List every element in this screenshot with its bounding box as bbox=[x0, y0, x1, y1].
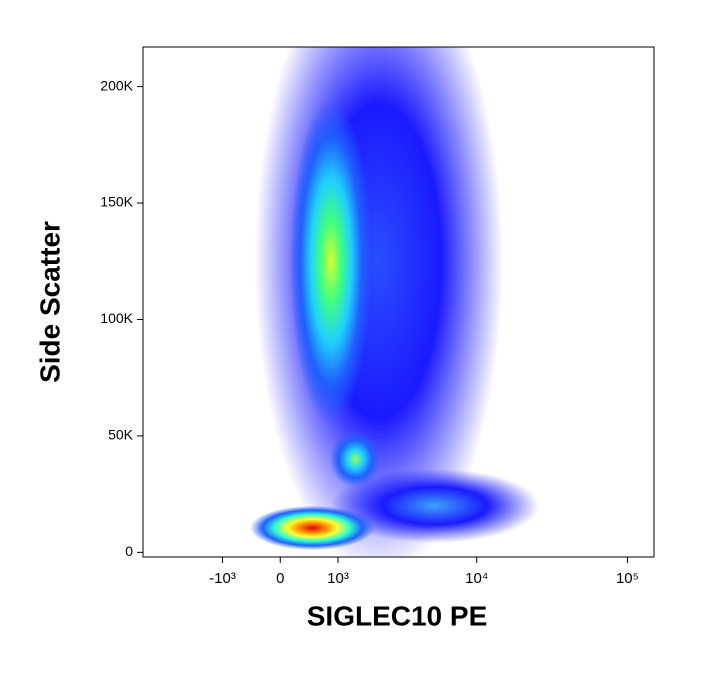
x-tick-label: 0 bbox=[276, 570, 284, 587]
y-tick-label: 0 bbox=[125, 543, 133, 559]
y-axis-label: Side Scatter bbox=[34, 221, 65, 383]
density-population bbox=[330, 468, 540, 544]
x-tick-label: 10³ bbox=[327, 570, 349, 587]
y-tick-label: 100K bbox=[100, 310, 133, 326]
x-tick-label: 10⁴ bbox=[465, 570, 488, 587]
density-population bbox=[290, 98, 372, 425]
plot-area bbox=[250, 47, 540, 557]
density-population bbox=[330, 431, 381, 488]
x-tick-label: -10³ bbox=[209, 570, 236, 587]
y-tick-label: 200K bbox=[100, 77, 133, 93]
plot-frame bbox=[142, 46, 655, 558]
x-tick-label: 10⁵ bbox=[616, 570, 639, 587]
y-tick-label: 50K bbox=[108, 427, 134, 443]
x-axis-label: SIGLEC10 PE bbox=[307, 600, 488, 631]
y-tick-label: 150K bbox=[100, 194, 133, 210]
density-population bbox=[250, 505, 375, 551]
